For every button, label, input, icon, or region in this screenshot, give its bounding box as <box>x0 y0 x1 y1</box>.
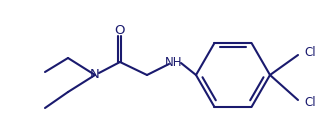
Text: O: O <box>115 24 125 36</box>
Text: NH: NH <box>165 55 183 68</box>
Text: Cl: Cl <box>304 45 316 58</box>
Text: Cl: Cl <box>304 96 316 109</box>
Text: N: N <box>90 68 100 82</box>
